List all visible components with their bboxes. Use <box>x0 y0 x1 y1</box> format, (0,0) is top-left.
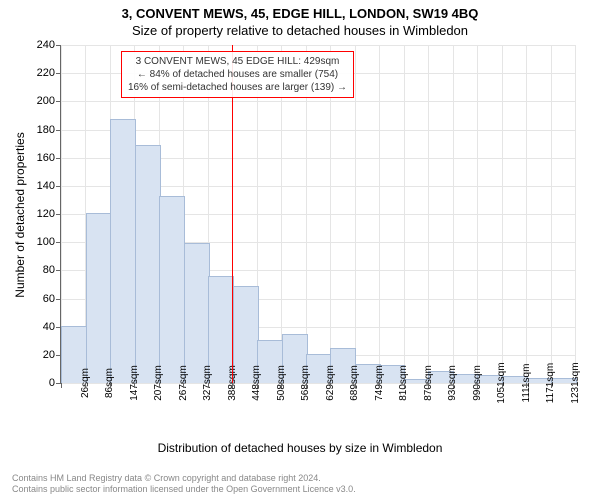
xtick-mark <box>379 383 380 388</box>
ytick-label: 80 <box>43 264 61 276</box>
xtick-mark <box>526 383 527 388</box>
ytick-label: 200 <box>37 95 61 107</box>
annotation-line: 3 CONVENT MEWS, 45 EDGE HILL: 429sqm <box>128 55 347 68</box>
annotation-line: 16% of semi-detached houses are larger (… <box>128 81 347 94</box>
footer-line-2: Contains public sector information licen… <box>12 484 356 496</box>
grid-line-h <box>61 101 575 102</box>
xtick-label: 810sqm <box>390 365 409 401</box>
ytick-label: 20 <box>43 349 61 361</box>
grid-line-v <box>502 45 503 383</box>
histogram-bar <box>184 243 210 383</box>
xtick-mark <box>330 383 331 388</box>
ytick-label: 0 <box>49 377 61 389</box>
xtick-label: 1051sqm <box>488 362 507 403</box>
attribution-footer: Contains HM Land Registry data © Crown c… <box>12 473 356 496</box>
xtick-label: 267sqm <box>170 365 189 401</box>
ytick-label: 40 <box>43 321 61 333</box>
grid-line-v <box>575 45 576 383</box>
histogram-bar <box>135 145 161 383</box>
xtick-mark <box>110 383 111 388</box>
xtick-label: 1231sqm <box>562 362 581 403</box>
xtick-mark <box>183 383 184 388</box>
xtick-mark <box>281 383 282 388</box>
xtick-label: 207sqm <box>145 365 164 401</box>
grid-line-v <box>379 45 380 383</box>
ytick-label: 100 <box>37 236 61 248</box>
xtick-label: 749sqm <box>366 365 385 401</box>
xtick-mark <box>502 383 503 388</box>
xtick-label: 689sqm <box>341 365 360 401</box>
ytick-label: 240 <box>37 39 61 51</box>
grid-line-v <box>477 45 478 383</box>
x-axis-label: Distribution of detached houses by size … <box>0 441 600 455</box>
xtick-mark <box>306 383 307 388</box>
ytick-label: 140 <box>37 180 61 192</box>
xtick-label: 147sqm <box>121 365 140 401</box>
xtick-mark <box>404 383 405 388</box>
annotation-callout: 3 CONVENT MEWS, 45 EDGE HILL: 429sqm← 84… <box>121 51 354 98</box>
grid-line-v <box>453 45 454 383</box>
grid-line-v <box>551 45 552 383</box>
ytick-label: 180 <box>37 124 61 136</box>
xtick-label: 26sqm <box>72 368 91 398</box>
xtick-label: 388sqm <box>219 365 238 401</box>
y-axis-label: Number of detached properties <box>13 115 27 315</box>
xtick-label: 870sqm <box>415 365 434 401</box>
xtick-mark <box>134 383 135 388</box>
xtick-mark <box>208 383 209 388</box>
xtick-label: 327sqm <box>194 365 213 401</box>
xtick-mark <box>355 383 356 388</box>
xtick-mark <box>85 383 86 388</box>
grid-line-h <box>61 130 575 131</box>
page-title-address: 3, CONVENT MEWS, 45, EDGE HILL, LONDON, … <box>0 0 600 21</box>
histogram-plot: 02040608010012014016018020022024026sqm86… <box>60 45 575 384</box>
grid-line-v <box>404 45 405 383</box>
xtick-label: 930sqm <box>439 365 458 401</box>
grid-line-v <box>355 45 356 383</box>
histogram-bar <box>86 213 112 383</box>
xtick-label: 86sqm <box>96 368 115 398</box>
grid-line-v <box>526 45 527 383</box>
xtick-mark <box>61 383 62 388</box>
xtick-label: 568sqm <box>292 365 311 401</box>
xtick-label: 1111sqm <box>513 364 532 403</box>
xtick-mark <box>477 383 478 388</box>
grid-line-h <box>61 45 575 46</box>
ytick-label: 120 <box>37 208 61 220</box>
footer-line-1: Contains HM Land Registry data © Crown c… <box>12 473 356 485</box>
xtick-mark <box>551 383 552 388</box>
grid-line-v <box>428 45 429 383</box>
ytick-label: 60 <box>43 293 61 305</box>
xtick-label: 448sqm <box>243 365 262 401</box>
xtick-mark <box>428 383 429 388</box>
xtick-label: 508sqm <box>268 365 287 401</box>
xtick-mark <box>159 383 160 388</box>
xtick-mark <box>257 383 258 388</box>
page-subtitle: Size of property relative to detached ho… <box>0 21 600 38</box>
xtick-mark <box>453 383 454 388</box>
histogram-bar <box>159 196 185 383</box>
ytick-label: 160 <box>37 152 61 164</box>
xtick-mark <box>232 383 233 388</box>
xtick-label: 1171sqm <box>537 363 556 403</box>
xtick-label: 990sqm <box>464 365 483 401</box>
ytick-label: 220 <box>37 67 61 79</box>
annotation-line: ← 84% of detached houses are smaller (75… <box>128 68 347 81</box>
histogram-bar <box>110 119 136 383</box>
xtick-label: 629sqm <box>317 365 336 401</box>
